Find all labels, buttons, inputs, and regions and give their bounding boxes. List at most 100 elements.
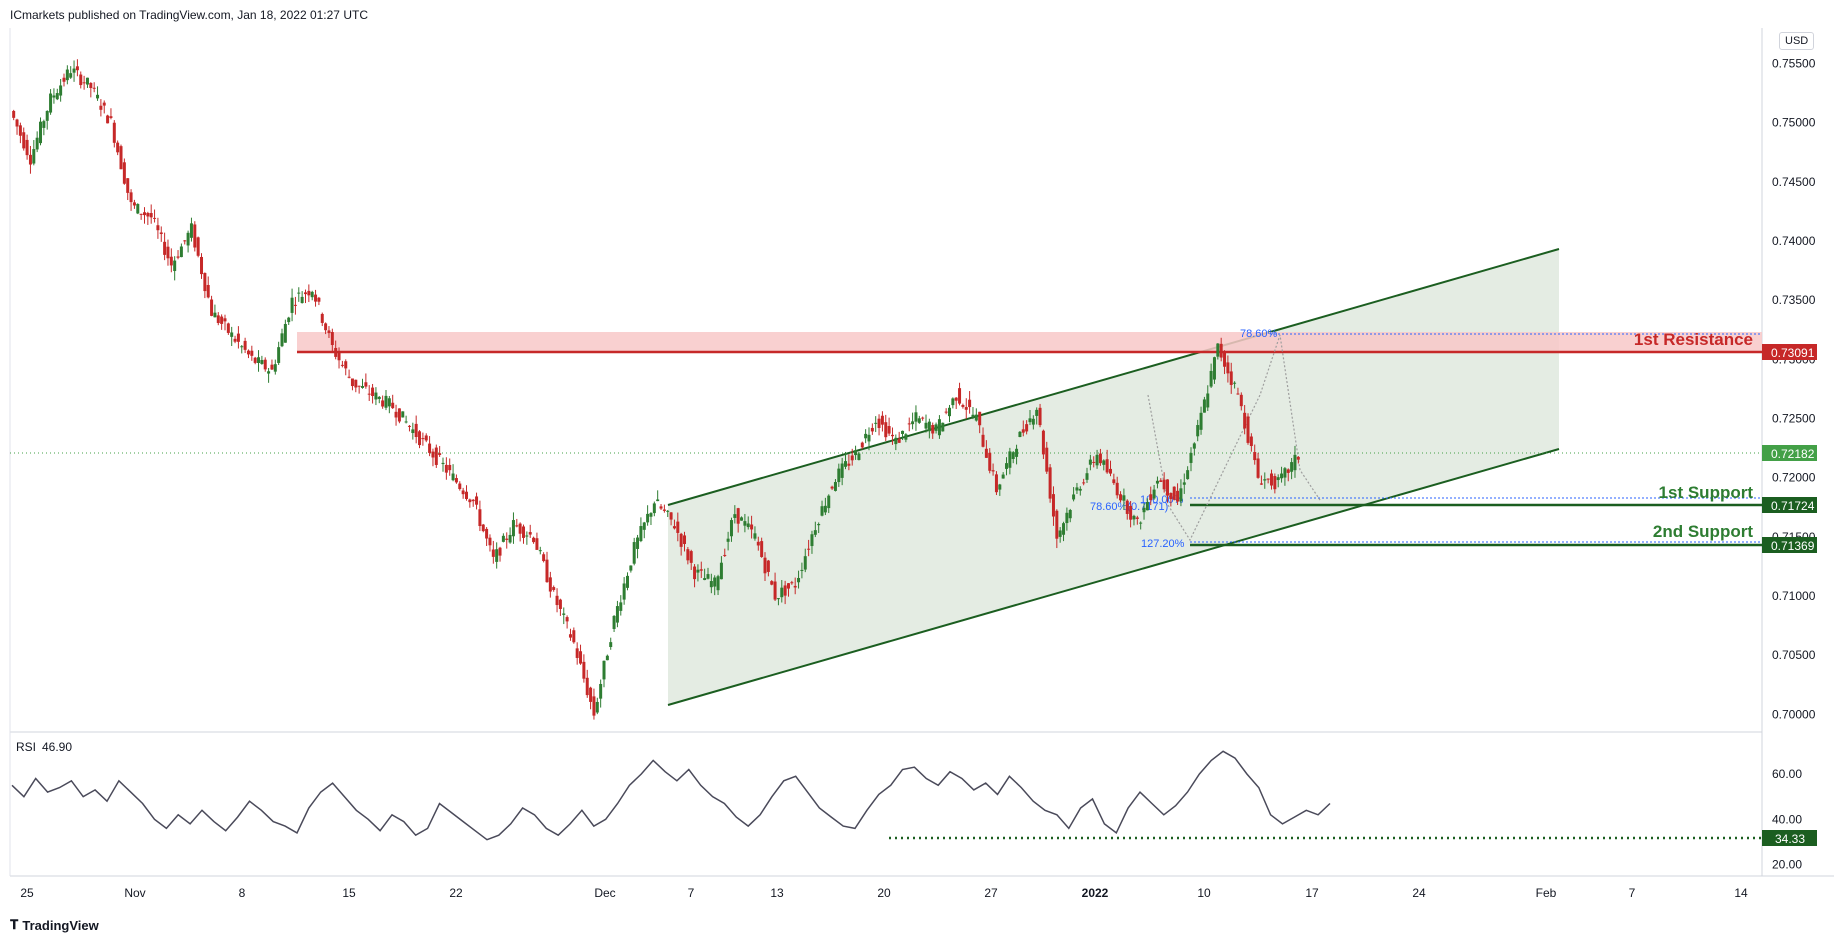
candle-up bbox=[1018, 431, 1022, 438]
publisher-caption: ICmarkets published on TradingView.com, … bbox=[10, 8, 368, 22]
candle-up bbox=[508, 534, 512, 543]
candle-up bbox=[726, 538, 730, 542]
candle-down bbox=[1176, 490, 1180, 502]
candle-down bbox=[1246, 416, 1250, 443]
candle-up bbox=[1202, 399, 1206, 413]
candle-down bbox=[371, 387, 375, 397]
candle-down bbox=[579, 651, 583, 664]
time-tick-label: Dec bbox=[594, 886, 615, 900]
candle-up bbox=[639, 526, 643, 542]
candle-down bbox=[679, 533, 683, 547]
candle-up bbox=[240, 346, 244, 348]
candle-down bbox=[669, 512, 673, 520]
candle-down bbox=[568, 634, 572, 638]
candle-down bbox=[454, 478, 458, 483]
candle-down bbox=[327, 330, 331, 334]
channel-lower-line[interactable] bbox=[667, 448, 1560, 706]
candle-down bbox=[1149, 494, 1153, 501]
candle-down bbox=[166, 246, 170, 259]
candle-down bbox=[28, 154, 32, 165]
candle-down bbox=[1269, 473, 1273, 486]
candle-down bbox=[760, 541, 764, 557]
candle-up bbox=[280, 333, 284, 347]
candle-up bbox=[277, 347, 281, 363]
candle-down bbox=[434, 447, 438, 465]
channel-upper-line[interactable] bbox=[667, 248, 1560, 506]
time-tick-label: 14 bbox=[1734, 886, 1748, 900]
candle-down bbox=[1108, 468, 1112, 474]
candle-down bbox=[1125, 500, 1129, 514]
candle-down bbox=[542, 554, 546, 562]
candle-up bbox=[857, 453, 861, 460]
candle-down bbox=[515, 525, 519, 527]
candle-down bbox=[1253, 452, 1257, 461]
candle-up bbox=[45, 110, 49, 121]
last-price-tag: 0.72182 bbox=[1762, 445, 1817, 461]
candle-up bbox=[441, 462, 445, 465]
candle-up bbox=[595, 701, 599, 713]
candle-down bbox=[1119, 494, 1123, 501]
candle-up bbox=[562, 613, 566, 615]
candle-down bbox=[1236, 393, 1240, 395]
candle-down bbox=[109, 116, 113, 118]
candle-up bbox=[709, 581, 713, 588]
candle-up bbox=[1139, 522, 1143, 524]
candle-up bbox=[1088, 459, 1092, 465]
candle-down bbox=[12, 110, 16, 118]
candle-up bbox=[656, 499, 660, 502]
time-tick-label: 15 bbox=[342, 886, 356, 900]
candle-down bbox=[200, 256, 204, 275]
candle-up bbox=[619, 602, 623, 611]
price-tick-label: 0.74500 bbox=[1772, 175, 1816, 189]
candle-down bbox=[307, 290, 311, 296]
fib-label-1272: 127.20% bbox=[1141, 538, 1185, 550]
candle-up bbox=[820, 506, 824, 516]
candle-down bbox=[968, 399, 972, 408]
candle-up bbox=[69, 73, 73, 78]
candle-up bbox=[501, 535, 505, 542]
candle-down bbox=[203, 272, 207, 292]
candle-down bbox=[736, 508, 740, 524]
time-axis: 25 Nov 8 15 22 Dec 7 13 20 27 2022 10 17 24 Feb 7 14 bbox=[20, 886, 1748, 900]
candle-up bbox=[649, 513, 653, 517]
candle-down bbox=[350, 378, 354, 387]
time-tick-label: 7 bbox=[1629, 886, 1636, 900]
candle-down bbox=[884, 422, 888, 438]
resistance-price-tag: 0.73091 bbox=[1762, 344, 1817, 360]
candle-down bbox=[485, 528, 489, 539]
candle-up bbox=[646, 513, 650, 523]
candle-up bbox=[1263, 479, 1267, 481]
support1-label: 1st Support bbox=[1659, 483, 1754, 502]
candle-up bbox=[1001, 474, 1005, 479]
candle-up bbox=[1065, 512, 1069, 524]
tradingview-logo[interactable]: 𝐓 TradingView bbox=[10, 917, 99, 933]
candle-up bbox=[917, 418, 921, 423]
candle-up bbox=[998, 484, 1002, 490]
candle-down bbox=[535, 538, 539, 550]
time-tick-label: 13 bbox=[770, 886, 784, 900]
candle-down bbox=[149, 213, 153, 218]
candle-down bbox=[978, 411, 982, 426]
candle-down bbox=[89, 82, 93, 88]
candle-down bbox=[458, 483, 462, 490]
candle-down bbox=[206, 284, 210, 298]
candle-down bbox=[723, 554, 727, 556]
candle-up bbox=[941, 422, 945, 432]
candle-down bbox=[146, 212, 150, 217]
candle-down bbox=[22, 132, 26, 149]
candle-up bbox=[32, 149, 36, 164]
candle-up bbox=[1005, 463, 1009, 469]
price-axis: 0.75500 0.75000 0.74500 0.74000 0.73500 0.730… bbox=[1772, 56, 1816, 721]
candle-up bbox=[361, 386, 365, 388]
candle-up bbox=[1290, 462, 1294, 472]
candle-up bbox=[1015, 448, 1019, 457]
candle-down bbox=[491, 549, 495, 557]
candle-down bbox=[92, 87, 96, 89]
currency-button[interactable]: USD bbox=[1779, 32, 1815, 50]
candle-up bbox=[599, 683, 603, 699]
candle-up bbox=[1035, 409, 1039, 416]
candle-down bbox=[414, 423, 418, 438]
candle-up bbox=[625, 575, 629, 588]
support2-label: 2nd Support bbox=[1653, 522, 1753, 541]
